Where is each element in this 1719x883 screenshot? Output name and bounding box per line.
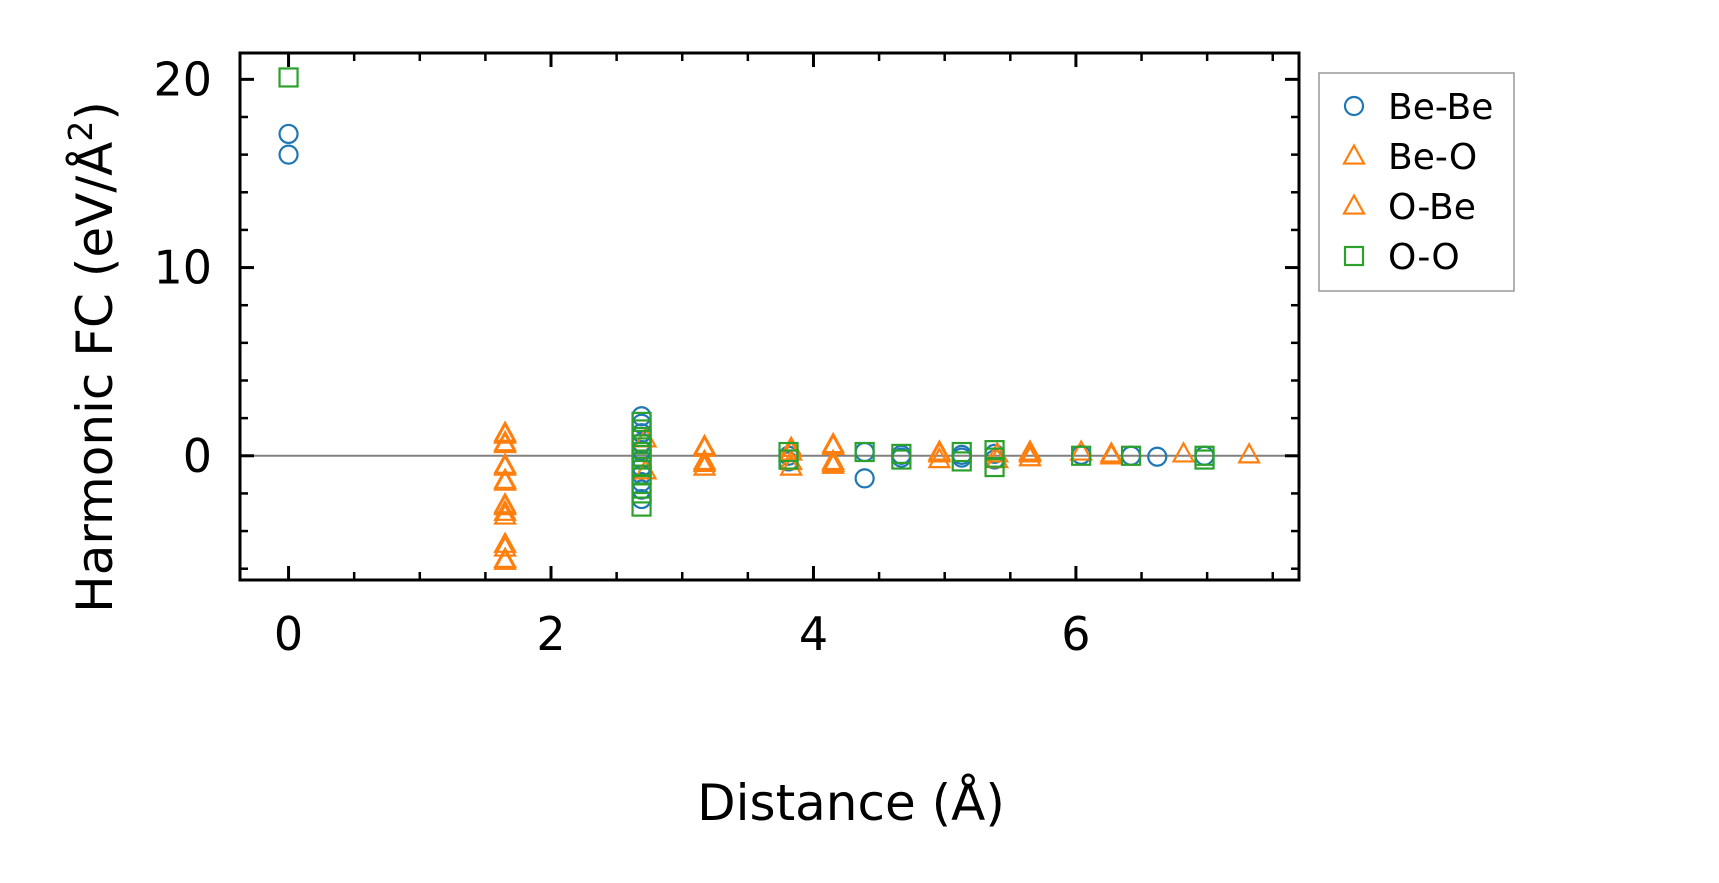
legend: Be-Be Be-O O-Be O-O xyxy=(1318,72,1515,292)
data-point-be-be xyxy=(278,144,299,165)
data-point-be-o xyxy=(1237,442,1261,464)
x-tick-label: 6 xyxy=(1061,607,1090,661)
axis-ticks xyxy=(240,53,1299,580)
legend-label-o-be: O-Be xyxy=(1388,187,1476,228)
x-tick-label: 4 xyxy=(799,607,828,661)
legend-label-be-o: Be-O xyxy=(1388,137,1477,178)
data-point-o-o xyxy=(1071,445,1092,466)
data-point-be-o xyxy=(1171,441,1196,463)
data-point-o-o xyxy=(854,441,875,463)
y-axis-label: Harmonic FC (eV/Å2) xyxy=(61,101,124,613)
data-point-o-be xyxy=(493,420,517,442)
y-axis-label-close: ) xyxy=(66,101,124,121)
data-point-o-o xyxy=(891,449,912,470)
y-axis-label-main: Harmonic FC (eV/Å xyxy=(66,142,124,613)
data-point-o-be xyxy=(493,469,517,491)
tick-labels: 0 2 4 6 0 10 20 xyxy=(153,52,1090,661)
data-points xyxy=(278,67,1261,570)
series-o-be xyxy=(493,420,1124,568)
data-point-o-be xyxy=(821,450,845,472)
data-point-be-be xyxy=(854,441,875,463)
data-point-o-be xyxy=(493,499,517,521)
data-point-o-be xyxy=(493,493,517,516)
plot-frame xyxy=(238,51,1301,582)
legend-marker-be-o xyxy=(1342,143,1366,165)
legend-label-be-be: Be-Be xyxy=(1388,87,1493,128)
series-be-be xyxy=(278,123,1215,510)
data-point-o-o xyxy=(951,451,972,472)
legend-marker-be-be xyxy=(1343,95,1365,117)
data-point-be-o xyxy=(1069,439,1094,461)
data-point-o-be xyxy=(1018,441,1042,463)
series-o-o xyxy=(278,67,1215,517)
data-point-o-o xyxy=(984,456,1005,478)
legend-marker-o-o xyxy=(1343,245,1365,267)
y-tick-label: 0 xyxy=(183,429,212,483)
data-point-be-be xyxy=(1147,446,1168,467)
y-tick-label: 10 xyxy=(153,241,212,295)
data-point-o-o xyxy=(278,67,299,88)
data-point-o-be xyxy=(493,531,517,553)
plot-area xyxy=(238,51,1301,582)
data-point-o-be xyxy=(692,435,717,457)
data-point-be-o xyxy=(985,441,1010,463)
data-point-be-o xyxy=(779,454,803,476)
data-point-be-o xyxy=(692,454,717,476)
y-axis-label-superscript: 2 xyxy=(61,121,100,142)
x-tick-label: 0 xyxy=(274,607,303,661)
x-tick-label: 2 xyxy=(536,607,565,661)
legend-marker-o-be xyxy=(1342,193,1366,215)
data-point-o-be xyxy=(692,450,717,472)
data-point-be-o xyxy=(927,446,952,469)
data-point-o-be xyxy=(1099,443,1124,465)
series-be-o xyxy=(493,422,1261,570)
data-point-o-o xyxy=(631,496,652,517)
data-point-be-be xyxy=(854,468,875,489)
data-point-o-be xyxy=(927,441,952,463)
y-tick-label: 20 xyxy=(153,52,212,106)
data-point-o-be xyxy=(493,429,517,452)
x-axis-label: Distance (Å) xyxy=(697,774,1005,832)
legend-label-o-o: O-O xyxy=(1388,237,1460,278)
data-point-o-o xyxy=(1120,445,1142,466)
data-point-be-o xyxy=(493,535,517,557)
data-point-o-o xyxy=(778,449,799,470)
data-point-o-o xyxy=(631,483,652,504)
data-point-o-be xyxy=(493,546,517,568)
data-point-o-o xyxy=(1194,449,1215,470)
data-point-be-o xyxy=(1018,444,1042,467)
data-point-be-be xyxy=(278,123,299,145)
legend-box xyxy=(1318,72,1515,292)
